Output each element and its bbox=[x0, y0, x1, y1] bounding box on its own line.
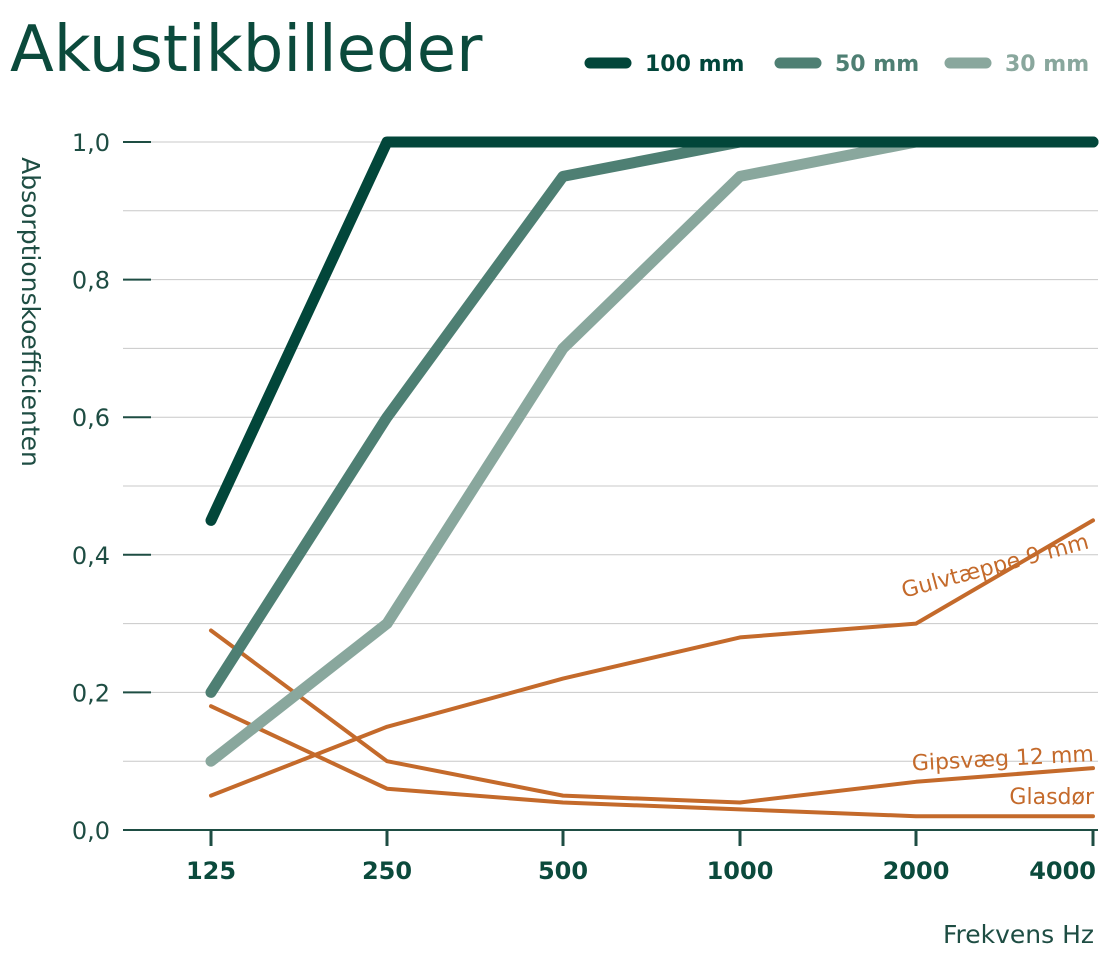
y-tick-label: 0,8 bbox=[72, 267, 110, 295]
x-axis-label: Frekvens Hz bbox=[943, 920, 1094, 949]
y-tick-labels: 0,0 0,2 0,4 0,6 0,8 1,0 bbox=[72, 129, 110, 845]
x-tick-label: 125 bbox=[186, 857, 236, 885]
y-tick-label: 0,0 bbox=[72, 817, 110, 845]
y-tick-label: 0,2 bbox=[72, 679, 110, 707]
series-line-glasdør bbox=[209, 704, 1095, 819]
legend: 100 mm 50 mm 30 mm bbox=[584, 52, 1089, 77]
series-label: Glasdør bbox=[1009, 785, 1095, 810]
y-axis-label: Absorptionskoefficienten bbox=[16, 157, 45, 467]
legend-entry: 100 mm bbox=[645, 52, 744, 77]
x-tick-label: 250 bbox=[362, 857, 412, 885]
series-label: Gulvtæppe 9 mm bbox=[899, 530, 1092, 604]
series-line-100-mm bbox=[205, 136, 1099, 526]
axes bbox=[123, 141, 1098, 846]
x-tick-label: 2000 bbox=[883, 857, 950, 885]
chart-title: Akustikbilleder bbox=[10, 13, 483, 87]
x-tick-labels: 125 250 500 1000 2000 4000 bbox=[186, 857, 1096, 885]
x-tick-label: 500 bbox=[538, 857, 588, 885]
y-tick-label: 0,6 bbox=[72, 404, 110, 432]
x-tick-label: 1000 bbox=[707, 857, 774, 885]
legend-entry: 50 mm bbox=[835, 52, 919, 77]
legend-entry: 30 mm bbox=[1005, 52, 1089, 77]
series-line-gipsvæg-12-mm bbox=[209, 628, 1095, 805]
series-lines bbox=[205, 136, 1099, 819]
x-tick-label: 4000 bbox=[1029, 857, 1096, 885]
y-tick-label: 0,4 bbox=[72, 542, 110, 570]
y-tick-label: 1,0 bbox=[72, 129, 110, 157]
